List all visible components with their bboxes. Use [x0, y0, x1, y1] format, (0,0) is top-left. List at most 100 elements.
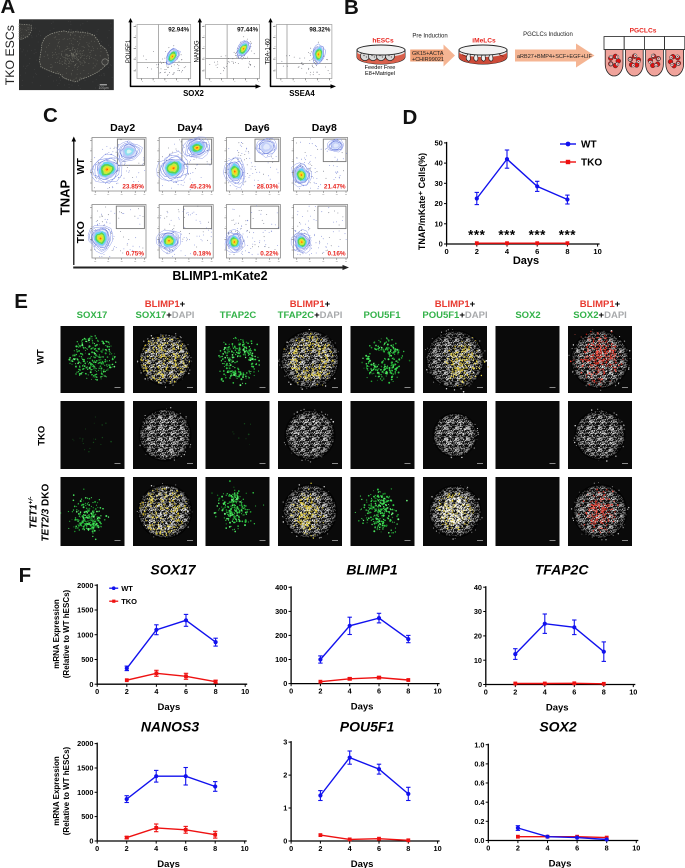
svg-text:0: 0	[289, 844, 293, 853]
svg-text:POU5F1: POU5F1	[126, 39, 132, 63]
svg-text:10: 10	[629, 687, 637, 696]
svg-text:1.0: 1.0	[474, 740, 484, 749]
svg-text:98.32%: 98.32%	[309, 27, 330, 34]
svg-text:hESCs: hESCs	[372, 38, 394, 45]
svg-text:0.2: 0.2	[474, 817, 484, 826]
svg-text:10: 10	[434, 686, 442, 695]
svg-text:10: 10	[632, 843, 640, 852]
svg-text:POU5F1: POU5F1	[340, 719, 395, 735]
svg-text:4: 4	[154, 687, 159, 696]
svg-text:300: 300	[275, 607, 287, 616]
svg-text:0.8: 0.8	[474, 760, 484, 769]
svg-text:1000: 1000	[77, 788, 93, 797]
svg-text:iMeLCs: iMeLCs	[472, 38, 496, 45]
svg-text:NANOG: NANOG	[195, 40, 201, 62]
svg-text:Days: Days	[546, 703, 569, 714]
svg-text:8: 8	[602, 687, 606, 696]
svg-text:6: 6	[184, 844, 188, 853]
svg-text:10: 10	[434, 844, 442, 853]
svg-text:WT: WT	[121, 584, 133, 593]
svg-text:TRA-1-60: TRA-1-60	[266, 38, 272, 65]
svg-text:28.03%: 28.03%	[257, 184, 279, 191]
svg-text:100µm: 100µm	[99, 86, 109, 90]
svg-text:4: 4	[348, 844, 353, 853]
svg-text:TNAP/mKate⁺ Cells(%): TNAP/mKate⁺ Cells(%)	[417, 153, 427, 250]
svg-text:40: 40	[474, 583, 482, 592]
svg-text:2000: 2000	[77, 581, 93, 590]
svg-text:0: 0	[283, 679, 287, 688]
svg-text:0.75%: 0.75%	[126, 251, 144, 258]
svg-text:0.6: 0.6	[474, 779, 484, 788]
svg-text:10: 10	[474, 656, 482, 665]
svg-text:0.22%: 0.22%	[260, 251, 278, 258]
svg-text:Days: Days	[513, 255, 539, 267]
svg-text:TKO: TKO	[121, 597, 137, 606]
svg-text:PGCLCs Induction: PGCLCs Induction	[523, 32, 573, 38]
svg-text:97.44%: 97.44%	[237, 27, 258, 34]
svg-text:2: 2	[318, 686, 322, 695]
svg-text:***: ***	[498, 228, 516, 243]
svg-text:***: ***	[559, 228, 577, 243]
svg-text:Days: Days	[351, 702, 374, 713]
svg-text:GK15+ACTA: GK15+ACTA	[412, 51, 444, 57]
svg-text:0: 0	[445, 247, 449, 256]
svg-text:1000: 1000	[77, 630, 93, 639]
svg-text:2: 2	[516, 843, 520, 852]
svg-text:1500: 1500	[77, 606, 93, 615]
svg-text:4: 4	[543, 687, 548, 696]
svg-text:0.16%: 0.16%	[327, 251, 345, 258]
svg-text:aRB27+BMP4+SCF+EGF+LIF: aRB27+BMP4+SCF+EGF+LIF	[517, 54, 593, 60]
svg-text:TFAP2C: TFAP2C	[535, 562, 590, 578]
svg-text:Days: Days	[158, 702, 181, 713]
svg-text:500: 500	[81, 812, 93, 821]
svg-text:20: 20	[434, 199, 442, 208]
svg-text:8: 8	[605, 843, 609, 852]
svg-text:0.4: 0.4	[474, 798, 485, 807]
svg-text:23.85%: 23.85%	[122, 184, 144, 191]
svg-text:10: 10	[241, 687, 249, 696]
svg-text:10: 10	[434, 219, 442, 228]
svg-text:0: 0	[439, 240, 443, 249]
svg-text:0.18%: 0.18%	[193, 251, 211, 258]
svg-text:10: 10	[593, 247, 601, 256]
svg-text:2: 2	[318, 844, 322, 853]
svg-text:2: 2	[283, 771, 287, 780]
svg-text:20: 20	[474, 632, 482, 641]
svg-text:***: ***	[529, 228, 547, 243]
svg-text:0: 0	[89, 680, 93, 689]
svg-text:8: 8	[406, 844, 410, 853]
svg-text:SOX2: SOX2	[539, 719, 577, 735]
svg-text:6: 6	[377, 686, 381, 695]
svg-text:500: 500	[81, 655, 93, 664]
svg-text:200: 200	[275, 631, 287, 640]
svg-text:Days: Days	[351, 859, 374, 868]
svg-text:2: 2	[475, 247, 479, 256]
svg-text:+CHIR99021: +CHIR99021	[412, 57, 444, 63]
svg-text:Days: Days	[549, 859, 572, 868]
svg-text:0.0: 0.0	[474, 836, 484, 845]
svg-text:2000: 2000	[77, 739, 93, 748]
svg-text:0: 0	[478, 680, 482, 689]
svg-text:2: 2	[513, 687, 517, 696]
svg-text:0: 0	[289, 686, 293, 695]
svg-text:6: 6	[572, 687, 576, 696]
svg-text:6: 6	[575, 843, 579, 852]
svg-text:Pre Induction: Pre Induction	[412, 34, 447, 40]
svg-text:1500: 1500	[77, 764, 93, 773]
svg-text:10: 10	[241, 844, 249, 853]
svg-text:8: 8	[406, 686, 410, 695]
svg-text:SOX2: SOX2	[183, 89, 204, 98]
svg-text:TKO: TKO	[581, 158, 602, 169]
svg-text:Feeder Free: Feeder Free	[365, 65, 396, 71]
svg-text:SOX17: SOX17	[150, 562, 196, 578]
svg-text:0: 0	[484, 687, 488, 696]
svg-text:8: 8	[565, 247, 569, 256]
svg-text:***: ***	[468, 228, 486, 243]
svg-text:0: 0	[89, 837, 93, 846]
svg-text:400: 400	[275, 583, 287, 592]
svg-text:SSEA4: SSEA4	[289, 89, 315, 98]
svg-text:4: 4	[505, 247, 510, 256]
svg-text:1: 1	[283, 804, 287, 813]
svg-text:21.47%: 21.47%	[324, 184, 346, 191]
svg-text:6: 6	[377, 844, 381, 853]
